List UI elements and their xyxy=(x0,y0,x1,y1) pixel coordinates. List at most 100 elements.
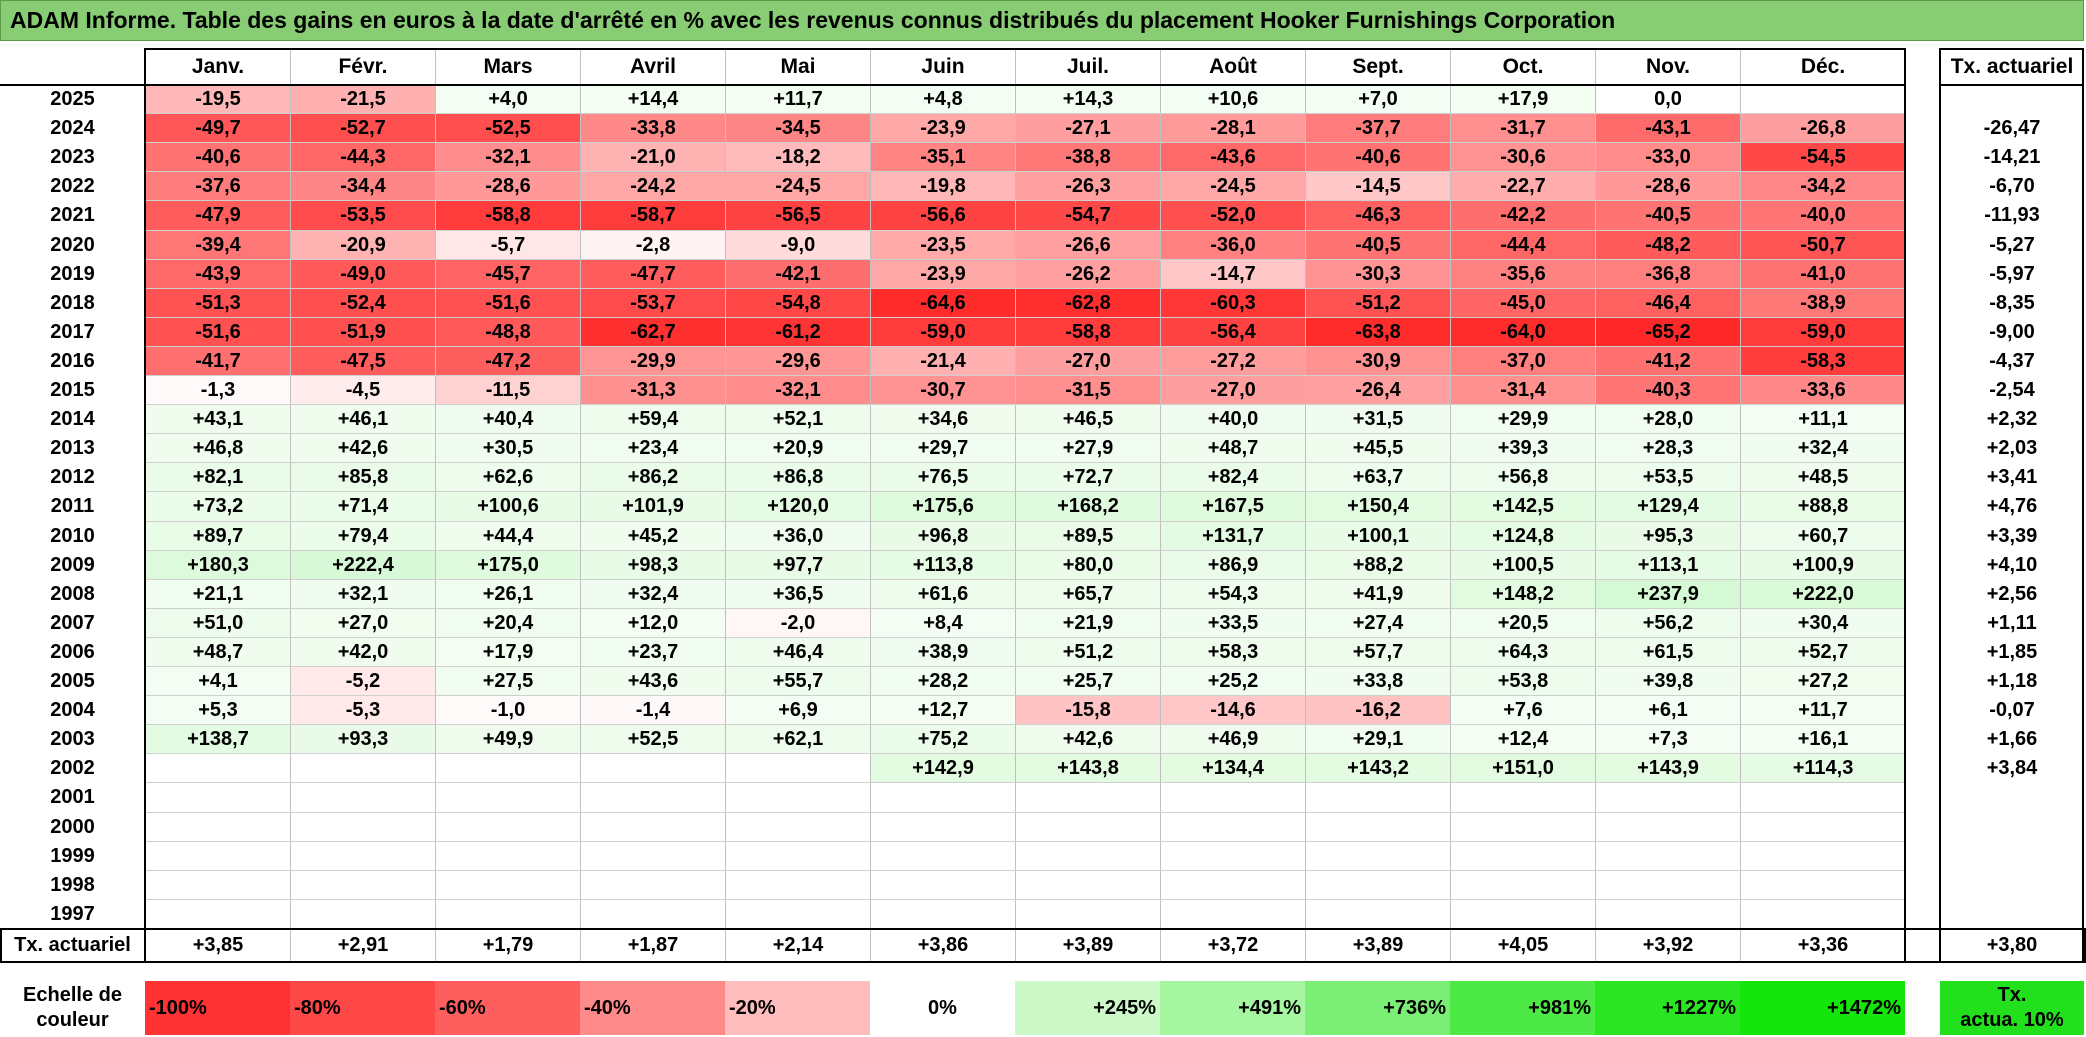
year-label: 2001 xyxy=(50,786,95,809)
month-header: Déc. xyxy=(1740,49,1905,85)
return-cell: +39,3 xyxy=(1450,434,1595,464)
color-scale-step: +981% xyxy=(1450,981,1595,1035)
return-cell: +4,1 xyxy=(145,667,290,697)
return-cell xyxy=(1160,870,1305,900)
return-cell: -51,9 xyxy=(290,317,435,347)
return-cell: -45,7 xyxy=(435,259,580,289)
return-cell xyxy=(725,899,870,929)
return-cell: +76,5 xyxy=(870,463,1015,493)
footer-annual-rate: +2,14 xyxy=(725,928,870,962)
return-cell: -51,3 xyxy=(145,288,290,318)
return-cell: +175,0 xyxy=(435,550,580,580)
return-cell xyxy=(1740,841,1905,871)
return-cell: -23,9 xyxy=(870,114,1015,144)
return-cell: +138,7 xyxy=(145,725,290,755)
return-cell: -40,0 xyxy=(1740,201,1905,231)
return-cell: +62,6 xyxy=(435,463,580,493)
month-header: Août xyxy=(1160,49,1305,85)
return-cell: -35,6 xyxy=(1450,259,1595,289)
year-label: 2008 xyxy=(50,582,95,605)
return-cell: +63,7 xyxy=(1305,463,1450,493)
return-cell: -14,5 xyxy=(1305,172,1450,202)
return-cell xyxy=(1305,783,1450,813)
return-cell: -40,5 xyxy=(1305,230,1450,260)
return-cell: -46,4 xyxy=(1595,288,1740,318)
return-cell xyxy=(580,754,725,784)
return-cell: -37,7 xyxy=(1305,114,1450,144)
return-cell xyxy=(580,783,725,813)
return-cell: -52,4 xyxy=(290,288,435,318)
return-cell: +23,7 xyxy=(580,637,725,667)
return-cell xyxy=(1740,870,1905,900)
return-cell: -24,2 xyxy=(580,172,725,202)
return-cell: +129,4 xyxy=(1595,492,1740,522)
footer-annual-rate: +3,36 xyxy=(1740,928,1905,962)
return-cell: +20,4 xyxy=(435,608,580,638)
month-header: Févr. xyxy=(290,49,435,85)
return-cell: +49,9 xyxy=(435,725,580,755)
return-cell: -31,5 xyxy=(1015,376,1160,406)
return-cell xyxy=(1740,783,1905,813)
return-cell: -24,5 xyxy=(725,172,870,202)
return-cell xyxy=(435,870,580,900)
return-cell: -23,9 xyxy=(870,259,1015,289)
return-cell: -52,0 xyxy=(1160,201,1305,231)
year-label: 2013 xyxy=(50,437,95,460)
return-cell: +29,1 xyxy=(1305,725,1450,755)
return-cell: +21,1 xyxy=(145,579,290,609)
return-cell xyxy=(870,841,1015,871)
return-cell xyxy=(290,841,435,871)
footer-annual-rate: +3,85 xyxy=(145,928,290,962)
return-cell: +56,8 xyxy=(1450,463,1595,493)
return-cell: -30,6 xyxy=(1450,143,1595,173)
return-cell: +100,1 xyxy=(1305,521,1450,551)
return-cell: +11,1 xyxy=(1740,405,1905,435)
return-cell: -52,7 xyxy=(290,114,435,144)
month-header: Juil. xyxy=(1015,49,1160,85)
return-cell: +148,2 xyxy=(1450,579,1595,609)
return-cell: +7,6 xyxy=(1450,696,1595,726)
return-cell: +62,1 xyxy=(725,725,870,755)
return-cell: +10,6 xyxy=(1160,85,1305,115)
return-cell: +41,9 xyxy=(1305,579,1450,609)
return-cell: +59,4 xyxy=(580,405,725,435)
month-header: Oct. xyxy=(1450,49,1595,85)
return-cell: -1,4 xyxy=(580,696,725,726)
return-cell: +85,8 xyxy=(290,463,435,493)
return-cell: +48,5 xyxy=(1740,463,1905,493)
return-cell: -49,0 xyxy=(290,259,435,289)
year-label: 2012 xyxy=(50,466,95,489)
return-cell xyxy=(145,841,290,871)
return-cell xyxy=(290,870,435,900)
return-cell: -34,2 xyxy=(1740,172,1905,202)
color-scale-step: +491% xyxy=(1160,981,1305,1035)
return-cell: -58,8 xyxy=(435,201,580,231)
return-cell: -32,1 xyxy=(435,143,580,173)
color-scale-step: +1472% xyxy=(1740,981,1905,1035)
return-cell: -19,5 xyxy=(145,85,290,115)
footer-annual-rate: +3,86 xyxy=(870,928,1015,962)
return-cell: -1,0 xyxy=(435,696,580,726)
return-cell: +5,3 xyxy=(145,696,290,726)
annual-scale-swatch: Tx. actua. 10% xyxy=(1940,981,2084,1035)
return-cell: +51,0 xyxy=(145,608,290,638)
color-scale-label-line1: Echelle de xyxy=(23,984,122,1006)
return-cell xyxy=(145,899,290,929)
return-cell: +12,0 xyxy=(580,608,725,638)
return-cell xyxy=(1160,783,1305,813)
return-cell: +100,6 xyxy=(435,492,580,522)
return-cell: -21,5 xyxy=(290,85,435,115)
annual-rate-cell: -9,00 xyxy=(1989,320,2035,343)
return-cell: +27,4 xyxy=(1305,608,1450,638)
year-label: 2017 xyxy=(50,320,95,343)
annual-rate-cell xyxy=(1940,842,2084,871)
return-cell: -26,6 xyxy=(1015,230,1160,260)
return-cell xyxy=(1595,870,1740,900)
annual-rate-cell: +1,11 xyxy=(1987,611,2037,634)
year-label: 2019 xyxy=(50,262,95,285)
return-cell: +45,2 xyxy=(580,521,725,551)
color-scale-step: +736% xyxy=(1305,981,1450,1035)
return-cell: +101,9 xyxy=(580,492,725,522)
return-cell: -61,2 xyxy=(725,317,870,347)
return-cell: -40,5 xyxy=(1595,201,1740,231)
